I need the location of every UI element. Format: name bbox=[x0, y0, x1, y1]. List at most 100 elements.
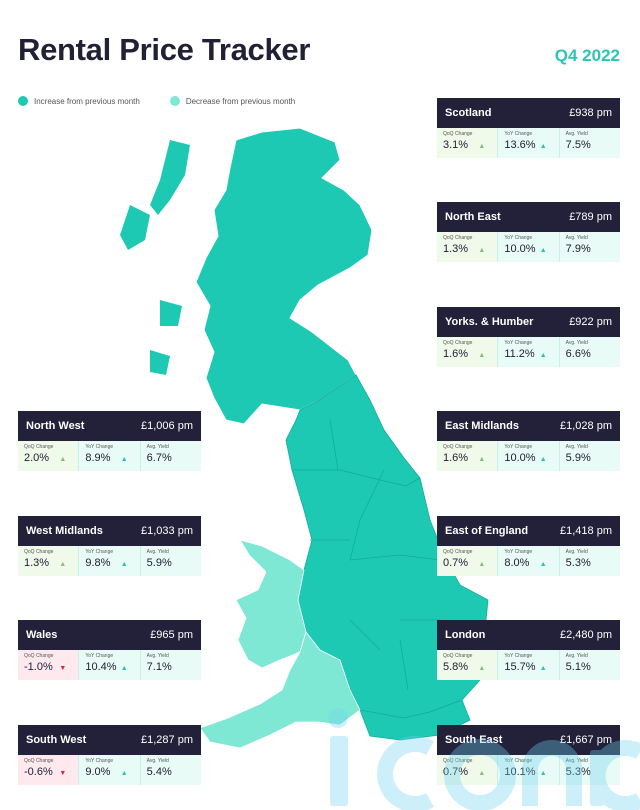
yield-value: 6.7% bbox=[146, 452, 172, 464]
yield-cell: Avg. Yield 7.5% bbox=[560, 128, 620, 158]
card-stats: QoQ Change 5.8% ▲ YoY Change 15.7% ▲ Avg. Yiel… bbox=[437, 650, 620, 680]
triangle-up-icon: ▲ bbox=[539, 665, 547, 672]
yield-value: 5.1% bbox=[565, 661, 591, 673]
yoy-cell: YoY Change 10.0% ▲ bbox=[498, 232, 560, 262]
yield-value: 5.3% bbox=[565, 557, 591, 569]
region-price: £965 pm bbox=[150, 629, 193, 641]
card-wales: Wales £965 pm QoQ Change -1.0% ▼ YoY Change 10… bbox=[18, 620, 201, 680]
map-island-mull bbox=[160, 300, 182, 326]
yield-cell: Avg. Yield 5.1% bbox=[560, 650, 620, 680]
card-north-west: North West £1,006 pm QoQ Change 2.0% ▲ YoY Ch… bbox=[18, 411, 201, 471]
legend-decrease-label: Decrease from previous month bbox=[185, 96, 296, 106]
triangle-up-icon: ▲ bbox=[539, 352, 547, 359]
yield-cell: Avg. Yield 7.9% bbox=[560, 232, 620, 262]
legend-increase: Increase from previous month bbox=[18, 96, 140, 106]
card-stats: QoQ Change 3.1% ▲ YoY Change 13.6% ▲ Avg. Yiel… bbox=[437, 128, 620, 158]
region-price: £938 pm bbox=[569, 107, 612, 119]
triangle-up-icon: ▲ bbox=[539, 561, 547, 568]
legend-decrease: Decrease from previous month bbox=[169, 96, 296, 106]
yoy-cell: YoY Change 10.1% ▲ bbox=[498, 755, 560, 785]
qoq-cell: QoQ Change 2.0% ▲ bbox=[18, 441, 80, 471]
region-name: South East bbox=[445, 734, 503, 746]
qoq-cell: QoQ Change 5.8% ▲ bbox=[437, 650, 499, 680]
yoy-value: 10.0% bbox=[504, 452, 536, 464]
yoy-value: 10.4% bbox=[85, 661, 117, 673]
qoq-cell: QoQ Change 3.1% ▲ bbox=[437, 128, 499, 158]
card-stats: QoQ Change 1.3% ▲ YoY Change 9.8% ▲ Avg. Yield… bbox=[18, 546, 201, 576]
qoq-label: QoQ Change bbox=[443, 653, 473, 659]
region-price: £1,033 pm bbox=[141, 525, 193, 537]
card-stats: QoQ Change -0.6% ▼ YoY Change 9.0% ▲ Avg. Yiel… bbox=[18, 755, 201, 785]
watermark-logo bbox=[328, 708, 640, 810]
map-region-scotland bbox=[195, 127, 373, 425]
triangle-up-icon: ▲ bbox=[478, 665, 486, 672]
region-price: £1,028 pm bbox=[560, 420, 612, 432]
triangle-up-icon: ▲ bbox=[539, 770, 547, 777]
yield-value: 5.9% bbox=[146, 557, 172, 569]
card-south-west: South West £1,287 pm QoQ Change -0.6% ▼ YoY C… bbox=[18, 725, 201, 785]
yield-label: Avg. Yield bbox=[565, 235, 588, 241]
yoy-label: YoY Change bbox=[504, 235, 533, 241]
yoy-label: YoY Change bbox=[85, 444, 114, 450]
yoy-value: 10.0% bbox=[504, 243, 536, 255]
yoy-label: YoY Change bbox=[504, 549, 533, 555]
triangle-up-icon: ▲ bbox=[120, 561, 128, 568]
qoq-label: QoQ Change bbox=[443, 340, 473, 346]
yoy-value: 9.8% bbox=[85, 557, 111, 569]
card-stats: QoQ Change 0.7% ▲ YoY Change 10.1% ▲ Avg. Yiel… bbox=[437, 755, 620, 785]
region-name: West Midlands bbox=[26, 525, 103, 537]
yield-label: Avg. Yield bbox=[565, 549, 588, 555]
region-name: South West bbox=[26, 734, 87, 746]
triangle-up-icon: ▲ bbox=[478, 456, 486, 463]
legend-increase-label: Increase from previous month bbox=[34, 96, 140, 106]
card-header: Scotland £938 pm bbox=[437, 98, 620, 128]
triangle-up-icon: ▲ bbox=[539, 456, 547, 463]
yield-label: Avg. Yield bbox=[565, 444, 588, 450]
card-west-midlands: West Midlands £1,033 pm QoQ Change 1.3% ▲ YoY… bbox=[18, 516, 201, 576]
card-header: West Midlands £1,033 pm bbox=[18, 516, 201, 546]
yield-cell: Avg. Yield 5.3% bbox=[560, 755, 620, 785]
region-price: £2,480 pm bbox=[560, 629, 612, 641]
qoq-cell: QoQ Change -1.0% ▼ bbox=[18, 650, 80, 680]
qoq-value: 0.7% bbox=[443, 766, 469, 778]
qoq-label: QoQ Change bbox=[443, 131, 473, 137]
yoy-label: YoY Change bbox=[504, 653, 533, 659]
qoq-value: -1.0% bbox=[24, 661, 53, 673]
yoy-label: YoY Change bbox=[504, 444, 533, 450]
triangle-up-icon: ▲ bbox=[539, 247, 547, 254]
yield-cell: Avg. Yield 6.6% bbox=[560, 337, 620, 367]
region-name: North West bbox=[26, 420, 85, 432]
yield-value: 5.9% bbox=[565, 452, 591, 464]
yoy-value: 9.0% bbox=[85, 766, 111, 778]
yoy-label: YoY Change bbox=[85, 758, 114, 764]
yoy-value: 11.2% bbox=[504, 348, 535, 360]
yield-value: 7.5% bbox=[565, 139, 591, 151]
yield-cell: Avg. Yield 5.9% bbox=[141, 546, 201, 576]
region-name: Yorks. & Humber bbox=[445, 316, 534, 328]
map-island-islay bbox=[150, 350, 170, 375]
qoq-label: QoQ Change bbox=[443, 235, 473, 241]
triangle-down-icon: ▼ bbox=[59, 770, 67, 777]
yield-label: Avg. Yield bbox=[146, 444, 169, 450]
card-stats: QoQ Change 1.6% ▲ YoY Change 11.2% ▲ Avg. Yiel… bbox=[437, 337, 620, 367]
yield-value: 7.1% bbox=[146, 661, 172, 673]
yoy-cell: YoY Change 10.0% ▲ bbox=[498, 441, 560, 471]
yoy-value: 10.1% bbox=[504, 766, 536, 778]
region-name: Wales bbox=[26, 629, 58, 641]
yoy-value: 8.9% bbox=[85, 452, 111, 464]
period-label: Q4 2022 bbox=[554, 46, 620, 65]
qoq-value: 1.3% bbox=[24, 557, 50, 569]
yoy-label: YoY Change bbox=[504, 758, 533, 764]
card-header: South East £1,667 pm bbox=[437, 725, 620, 755]
qoq-cell: QoQ Change 1.3% ▲ bbox=[18, 546, 80, 576]
triangle-up-icon: ▲ bbox=[478, 770, 486, 777]
map-region-south-west bbox=[199, 631, 361, 749]
qoq-label: QoQ Change bbox=[24, 444, 54, 450]
qoq-value: 1.6% bbox=[443, 348, 469, 360]
triangle-up-icon: ▲ bbox=[478, 143, 486, 150]
region-price: £922 pm bbox=[569, 316, 612, 328]
triangle-up-icon: ▲ bbox=[478, 247, 486, 254]
triangle-up-icon: ▲ bbox=[478, 561, 486, 568]
yield-value: 6.6% bbox=[565, 348, 591, 360]
yield-value: 5.3% bbox=[565, 766, 591, 778]
